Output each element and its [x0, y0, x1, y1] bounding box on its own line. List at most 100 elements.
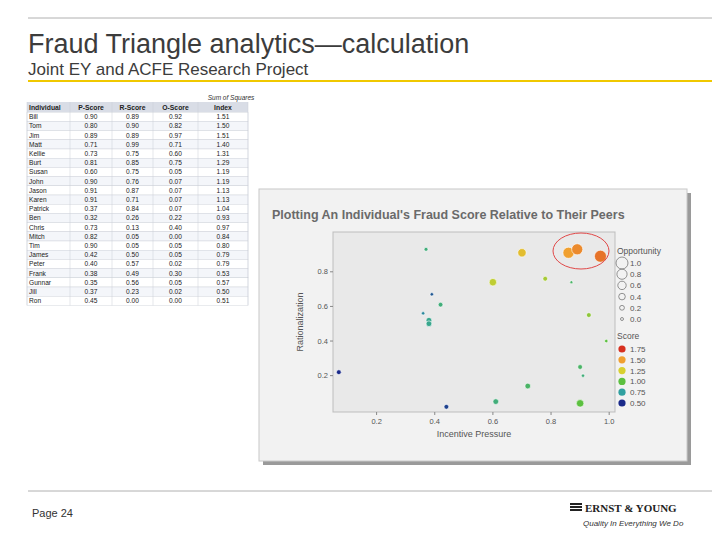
table-cell: 0.53: [217, 270, 230, 277]
score-legend-mark: [618, 389, 625, 396]
point: [336, 370, 341, 375]
x-tick-label: 1.0: [604, 417, 614, 426]
table-header: R-Score: [119, 104, 145, 111]
y-tick: [330, 306, 333, 307]
table-cell: Ron: [29, 297, 41, 304]
logo-bar: [570, 506, 582, 508]
table-cell: 0.79: [217, 251, 230, 258]
table-row: [27, 287, 248, 296]
y-tick-label: 0.2: [318, 371, 328, 380]
point: [543, 276, 548, 281]
table-cell: 1.29: [217, 159, 230, 166]
table-cell: Kellie: [29, 150, 45, 157]
size-legend-label: 0.6: [630, 281, 642, 290]
table-header-bg: [27, 102, 248, 112]
table-cell: 0.99: [126, 141, 139, 148]
table-cell: 0.23: [126, 288, 139, 295]
x-tick-label: 0.6: [488, 417, 498, 426]
size-legend-label: 0.2: [630, 304, 642, 313]
table-cell: Jim: [29, 132, 40, 139]
table-row: [27, 269, 248, 278]
logo-bar: [570, 503, 582, 505]
x-tick: [492, 412, 493, 415]
size-legend-mark: [617, 269, 627, 279]
score-legend-label: 0.75: [630, 388, 646, 397]
point: [605, 339, 608, 342]
table-header: P-Score: [78, 104, 104, 111]
point: [581, 374, 584, 377]
table-cell: 0.97: [217, 224, 230, 231]
table-cell: 0.00: [126, 297, 139, 304]
table-cell: 1.40: [217, 141, 230, 148]
table-row: [27, 140, 248, 149]
table-header: O-Score: [162, 104, 189, 111]
table-cell: 0.45: [85, 297, 98, 304]
table-cell: 1.51: [217, 132, 230, 139]
chart-panel: Plotting An Individual's Fraud Score Rel…: [259, 189, 691, 465]
table-cell: 0.50: [126, 251, 139, 258]
size-legend-mark: [618, 281, 626, 289]
table-row: [27, 177, 248, 186]
table-cell: 0.87: [126, 187, 139, 194]
point: [493, 399, 499, 405]
table-cell: 0.90: [126, 122, 139, 129]
table-cell: 0.26: [126, 214, 139, 221]
score-legend-mark: [618, 356, 625, 363]
score-legend-label: 0.50: [630, 399, 646, 408]
table-cell: 1.13: [217, 196, 230, 203]
table-cell: 0.89: [126, 132, 139, 139]
accent-rule: [28, 80, 712, 82]
top-rule: [28, 18, 712, 19]
table-cell: 0.07: [169, 196, 182, 203]
table-cell: 0.49: [126, 270, 139, 277]
table-col-rule: [112, 102, 113, 305]
table-cell: 0.07: [169, 178, 182, 185]
table-cell: 0.05: [169, 168, 182, 175]
table-cell: 1.04: [217, 205, 230, 212]
table-row: [27, 232, 248, 241]
table-cell: 0.91: [85, 196, 98, 203]
table-cell: Burt: [29, 159, 41, 166]
chart-title: Plotting An Individual's Fraud Score Rel…: [272, 208, 625, 222]
table-cell: 0.84: [217, 233, 230, 240]
table-col-rule: [198, 102, 199, 305]
slide-subtitle: Joint EY and ACFE Research Project: [28, 60, 309, 79]
table-cell: 1.50: [217, 122, 230, 129]
point: [576, 400, 584, 408]
table-row: [27, 167, 248, 176]
table-cell: 0.05: [169, 242, 182, 249]
x-tick: [376, 412, 377, 415]
table-cell: 0.40: [169, 224, 182, 231]
table-cell: 0.76: [126, 178, 139, 185]
size-legend-label: 0.8: [630, 270, 642, 279]
x-tick-label: 0.4: [430, 417, 440, 426]
table-row: [27, 250, 248, 259]
page-number: Page 24: [32, 507, 73, 519]
table-cell: 0.05: [169, 279, 182, 286]
logo-bar: [570, 509, 582, 511]
score-legend-label: 1.25: [630, 367, 646, 376]
score-legend-label: 1.50: [630, 356, 646, 365]
score-table: Sum of SquaresIndividualP-ScoreR-ScoreO-…: [27, 94, 255, 305]
x-tick: [434, 412, 435, 415]
size-legend-mark: [616, 257, 628, 269]
table-cell: Peter: [29, 260, 46, 267]
table-row: [27, 158, 248, 167]
x-tick-label: 0.8: [546, 417, 556, 426]
table-cell: James: [29, 251, 49, 258]
table-cell: 0.71: [85, 141, 98, 148]
table-cell: 0.56: [126, 279, 139, 286]
table-cell: 0.97: [169, 132, 182, 139]
table-cell: Frank: [29, 270, 47, 277]
table-cell: Jill: [29, 288, 37, 295]
highlight: [553, 233, 609, 269]
y-tick: [330, 375, 333, 376]
table-cell: 0.90: [85, 242, 98, 249]
size-legend-label: 0.4: [630, 293, 642, 302]
point: [586, 313, 591, 318]
logo-text: ERNST & YOUNG: [585, 502, 677, 514]
table-cell: 0.50: [217, 288, 230, 295]
size-legend-title: Opportunity: [617, 246, 662, 256]
table-cell: Chris: [29, 224, 45, 231]
table-row: [27, 112, 248, 121]
